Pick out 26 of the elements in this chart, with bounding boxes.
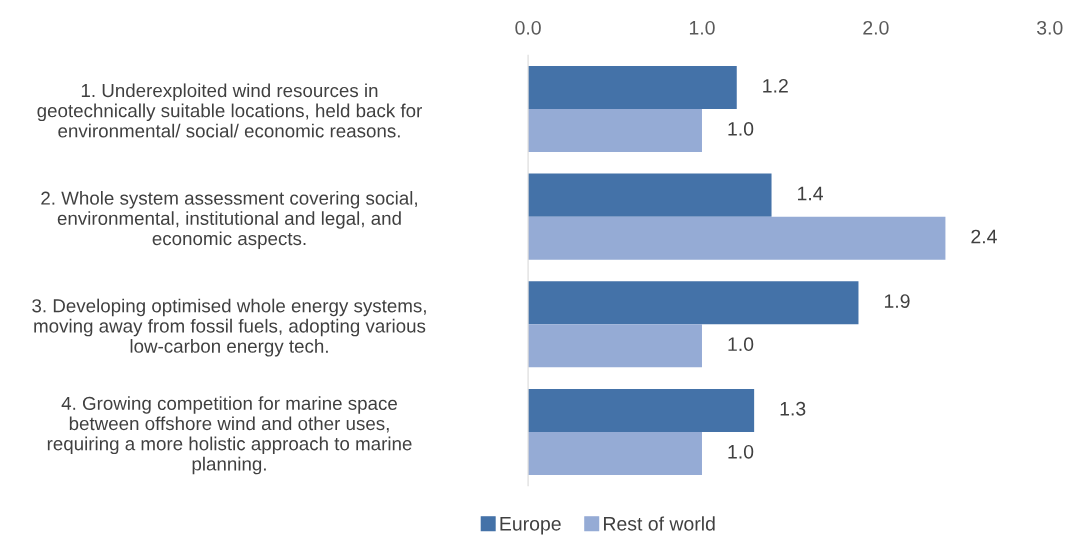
bar: [528, 109, 702, 153]
bar: [528, 173, 772, 217]
legend-label: Rest of world: [604, 516, 715, 531]
x-tick-label: 3.0: [1036, 20, 1063, 35]
y-tick-label: 4. Growing competition for marine space between offshore wind and other uses, requiring a more holistic approach to marine planning.: [47, 396, 412, 475]
data-label: 1.9: [884, 294, 910, 308]
bar: [528, 324, 702, 368]
bar: [528, 65, 737, 110]
y-tick-label: 3. Developing optimised whole energy systems, moving away from fossil fuels, adopting various low-carbon energy tech.: [32, 298, 426, 357]
y-tick-label: 1. Underexploited wind resources in geotechnically suitable locations, held back for environmental/ social/ economic reasons.: [37, 83, 422, 138]
data-label: 1.4: [798, 186, 823, 201]
data-label: 2.4: [971, 229, 997, 244]
data-label: 1.0: [728, 337, 754, 352]
bar: [528, 281, 859, 325]
x-tick-label: 2.0: [863, 20, 889, 35]
data-label: 1.3: [780, 401, 806, 416]
data-label: 1.2: [763, 78, 788, 93]
x-tick-label: 0.0: [515, 20, 541, 35]
bar: [528, 431, 702, 475]
data-label: 1.0: [728, 122, 754, 136]
data-label: 1.0: [728, 444, 754, 459]
legend-label: Europe: [500, 517, 561, 535]
x-tick-label: 1.0: [689, 20, 715, 35]
bar: [528, 388, 755, 432]
y-tick-label: 2. Whole system assessment covering social, environmental, institutional and legal, and economic aspects.: [41, 191, 417, 249]
bar: [528, 216, 946, 260]
